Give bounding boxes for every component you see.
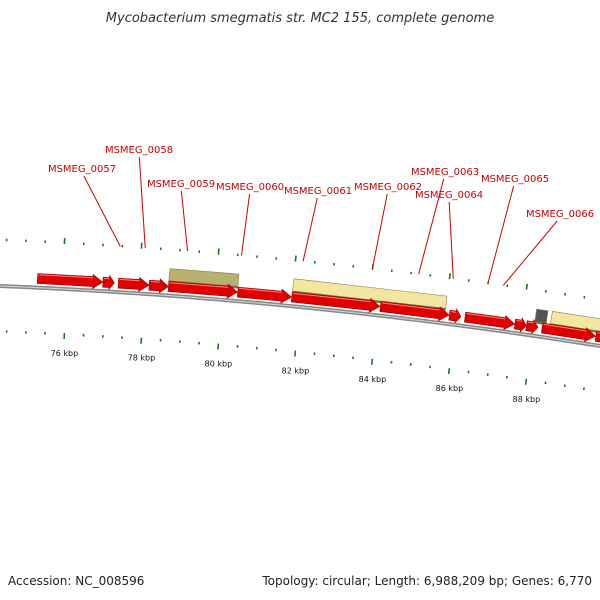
gene-arrow-highlight bbox=[466, 313, 506, 320]
tick-marks-outer bbox=[5, 237, 586, 299]
gene-arrow-highlight bbox=[169, 282, 228, 288]
gene-label: MSMEG_0060 bbox=[216, 182, 284, 193]
genome-title: Mycobacterium smegmatis str. MC2 155, co… bbox=[106, 11, 494, 26]
gene-arrow bbox=[594, 330, 600, 346]
tick-mark bbox=[370, 358, 374, 365]
gene-arrow bbox=[102, 274, 115, 291]
gene-arrow-highlight bbox=[119, 278, 140, 282]
gene-label: MSMEG_0066 bbox=[526, 209, 594, 220]
gene-arrow-highlight bbox=[239, 287, 282, 293]
gene-arrow-highlight bbox=[527, 321, 534, 324]
tick-mark bbox=[524, 378, 528, 385]
gene-arrow bbox=[513, 317, 527, 333]
genome-summary-text: Topology: circular; Length: 6,988,209 bp… bbox=[261, 574, 592, 588]
gene-arrow bbox=[290, 291, 381, 313]
gene-arrow bbox=[448, 308, 462, 324]
gene-track bbox=[36, 273, 600, 346]
gene-label: MSMEG_0063 bbox=[411, 167, 479, 178]
gene-arrow bbox=[464, 311, 516, 331]
scale-tick-labels: 76 kbp 78 kbp 80 kbp 82 kbp 84 kbp 86 kbp 88 k… bbox=[51, 349, 541, 404]
tick-mark bbox=[294, 255, 297, 262]
gene-label-leader bbox=[418, 178, 445, 275]
gene-arrow-highlight bbox=[597, 332, 600, 336]
tick-mark bbox=[294, 350, 297, 357]
scale-tick-label: 80 kbp bbox=[205, 360, 233, 369]
tick-mark bbox=[217, 248, 220, 255]
gene-arrow bbox=[117, 276, 150, 293]
tick-mark bbox=[447, 368, 451, 375]
gene-label-leader bbox=[487, 185, 515, 284]
genome-backbone-highlight bbox=[0, 285, 600, 347]
gene-label: MSMEG_0065 bbox=[481, 174, 549, 185]
gene-label-leader bbox=[241, 193, 251, 256]
gene-arrow-highlight bbox=[381, 302, 440, 311]
gene-label-leader bbox=[448, 201, 454, 279]
gene-label-leader bbox=[502, 220, 558, 286]
gene-arrow-highlight bbox=[543, 323, 587, 332]
gene-arrow bbox=[148, 278, 169, 294]
gene-arrow-highlight bbox=[516, 319, 522, 322]
gene-arrow-highlight bbox=[450, 311, 457, 313]
accession-text: Accession: NC_008596 bbox=[8, 574, 144, 588]
scale-tick-label: 82 kbp bbox=[282, 367, 310, 376]
gene-label-leader bbox=[302, 197, 318, 262]
tick-mark bbox=[525, 283, 529, 290]
gene-label-leader bbox=[138, 156, 146, 248]
gene-label: MSMEG_0058 bbox=[105, 145, 173, 156]
gene-label-leader bbox=[83, 175, 121, 247]
scale-tick-label: 78 kbp bbox=[128, 354, 156, 363]
gene-arrow-highlight bbox=[38, 274, 94, 279]
scale-tick-label: 76 kbp bbox=[51, 349, 79, 358]
gene-label: MSMEG_0064 bbox=[415, 190, 483, 201]
gene-label-leader bbox=[371, 193, 388, 269]
tick-marks-inner bbox=[5, 330, 585, 391]
tick-mark bbox=[217, 343, 220, 350]
gene-arrow bbox=[541, 322, 596, 343]
gene-label: MSMEG_0059 bbox=[147, 179, 215, 190]
gene-arrow bbox=[525, 318, 539, 335]
scale-tick-label: 86 kbp bbox=[436, 384, 464, 393]
scale-tick-label: 84 kbp bbox=[359, 375, 387, 384]
scale-tick-label: 88 kbp bbox=[513, 395, 541, 404]
gene-label: MSMEG_0062 bbox=[354, 182, 422, 193]
gene-arrow-highlight bbox=[293, 292, 371, 303]
gene-label: MSMEG_0057 bbox=[48, 164, 116, 175]
gene-label-leader bbox=[180, 190, 189, 252]
tick-mark bbox=[448, 273, 451, 280]
gene-arrow bbox=[167, 281, 239, 299]
gene-arrow-highlight bbox=[150, 280, 160, 283]
gene-labels: MSMEG_0057 MSMEG_0058 MSMEG_0059 MSMEG_0060… bbox=[48, 145, 594, 286]
gene-arrow bbox=[379, 301, 450, 322]
gene-arrow bbox=[236, 286, 292, 304]
gene-label: MSMEG_0061 bbox=[284, 186, 352, 197]
